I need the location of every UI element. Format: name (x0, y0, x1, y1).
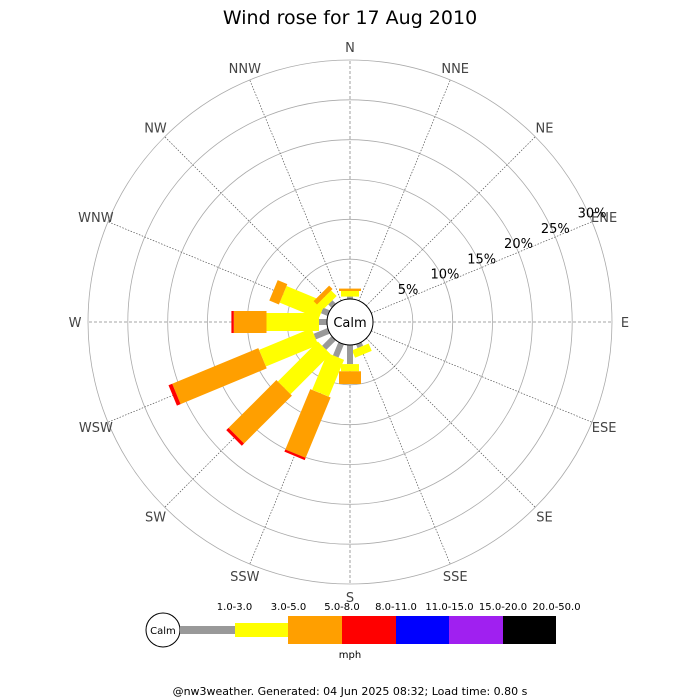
radial-tick-label: 30% (578, 207, 607, 222)
spoke-nw (164, 136, 334, 306)
bar-nw-5.0-8.0 (313, 285, 333, 305)
legend-label-15.0-20.0: 15.0-20.0 (479, 602, 527, 613)
bar-wnw-5.0-8.0 (269, 280, 288, 305)
bar-n-1.0-3.0 (347, 296, 353, 299)
direction-label-nnw: NNW (229, 62, 261, 77)
radial-ring (167, 139, 533, 505)
bar-n-5.0-8.0 (339, 288, 361, 291)
radial-tick-label: 10% (430, 268, 459, 283)
legend-swatch-5.0-8.0 (288, 616, 342, 644)
chart-title: Wind rose for 17 Aug 2010 (223, 7, 477, 29)
bar-sw-3.0-5.0 (277, 341, 331, 395)
bar-s-3.0-5.0 (341, 364, 359, 372)
bar-s-5.0-8.0 (339, 371, 361, 384)
bar-ssw-5.0-8.0 (285, 389, 331, 458)
radial-tick-label: 20% (504, 237, 533, 252)
spoke-nnw (249, 79, 342, 301)
direction-label-ese: ESE (592, 421, 617, 436)
direction-label-wnw: WNW (78, 211, 114, 226)
bar-wnw-3.0-5.0 (279, 285, 326, 319)
bar-w-5.0-8.0 (233, 311, 267, 333)
bar-wnw-1.0-3.0 (320, 307, 330, 316)
direction-label-se: SE (536, 511, 552, 526)
direction-label-sw: SW (145, 511, 166, 526)
bar-sse-3.0-5.0 (352, 343, 372, 358)
bar-sw-1.0-3.0 (322, 336, 336, 350)
spoke-ene (371, 221, 593, 314)
bar-wsw-1.0-3.0 (313, 328, 330, 340)
radial-ring (207, 179, 493, 465)
spoke-se (366, 338, 536, 508)
bar-s-1.0-3.0 (347, 345, 353, 365)
wind-bars (168, 280, 372, 461)
bar-ssw-8.0-11.0 (284, 449, 306, 461)
direction-label-n: N (345, 41, 355, 56)
bar-w-8.0-11.0 (231, 311, 234, 333)
legend-label-1.0-3.0: 1.0-3.0 (217, 602, 252, 613)
speed-legend: Calm 1.0-3.0 3.0-5.0 5.0-8.0 8.0-11.0 11.0-15… (145, 602, 581, 648)
footer-text: @nw3weather. Generated: 04 Jun 2025 08:3… (173, 685, 528, 698)
radial-tick-label: 15% (467, 253, 496, 268)
radial-tick-label: 25% (541, 222, 570, 237)
spoke-ese (371, 330, 593, 423)
legend-swatch-15.0-20.0 (449, 616, 503, 644)
legend-swatch-1.0-3.0 (180, 626, 235, 634)
bar-w-3.0-5.0 (266, 313, 319, 331)
legend-units: mph (339, 650, 361, 661)
direction-label-ne: NE (536, 122, 554, 137)
legend-label-5.0-8.0: 5.0-8.0 (324, 602, 359, 613)
legend-calm-label: Calm (150, 626, 176, 637)
legend-label-3.0-5.0: 3.0-5.0 (271, 602, 306, 613)
direction-label-w: W (69, 316, 82, 331)
direction-label-s: S (346, 591, 354, 606)
bar-nw-1.0-3.0 (328, 300, 336, 308)
bar-ssw-1.0-3.0 (332, 342, 344, 358)
direction-label-ssw: SSW (230, 570, 260, 585)
bar-sse-1.0-3.0 (356, 342, 364, 349)
direction-label-wsw: WSW (79, 421, 113, 436)
calm-circle (326, 298, 374, 346)
bar-sw-5.0-8.0 (228, 380, 292, 444)
direction-label-sse: SSE (443, 570, 468, 585)
legend-label-20.0-50.0: 20.0-50.0 (532, 602, 580, 613)
legend-swatch-8.0-11.0 (342, 616, 396, 644)
legend-label-8.0-11.0: 8.0-11.0 (375, 602, 417, 613)
spoke-sse (358, 343, 451, 565)
bar-ssw-3.0-5.0 (312, 353, 345, 397)
calm-label: Calm (333, 316, 366, 331)
spoke-ne (366, 136, 536, 306)
radial-rings (87, 59, 613, 585)
direction-label-nw: NW (144, 122, 167, 137)
direction-label-e: E (621, 316, 629, 331)
legend-swatch-3.0-5.0 (235, 623, 288, 637)
radial-ring (87, 59, 613, 585)
bar-w-1.0-3.0 (319, 319, 327, 325)
legend-swatch-20.0-50.0 (503, 616, 556, 644)
spoke-nne (358, 79, 451, 301)
bar-wsw-5.0-8.0 (172, 348, 267, 405)
radial-tick-labels: 5% 10% 15% 20% 25% 30% (398, 207, 607, 298)
bar-wsw-3.0-5.0 (259, 328, 319, 367)
legend-label-11.0-15.0: 11.0-15.0 (425, 602, 473, 613)
direction-labels: N NNE NE ENE E ESE SE SSE S SSW SW WSW W WNW NW NNW (69, 41, 630, 606)
direction-label-nne: NNE (441, 62, 469, 77)
radial-tick-label: 5% (398, 283, 419, 298)
bar-wsw-8.0-11.0 (168, 383, 181, 406)
bar-nw-3.0-5.0 (318, 290, 337, 309)
direction-label-ene: ENE (591, 211, 617, 226)
bar-sw-8.0-11.0 (226, 427, 245, 446)
legend-swatch-11.0-15.0 (396, 616, 449, 644)
bar-n-3.0-5.0 (341, 291, 359, 297)
radial-ring (127, 99, 573, 545)
